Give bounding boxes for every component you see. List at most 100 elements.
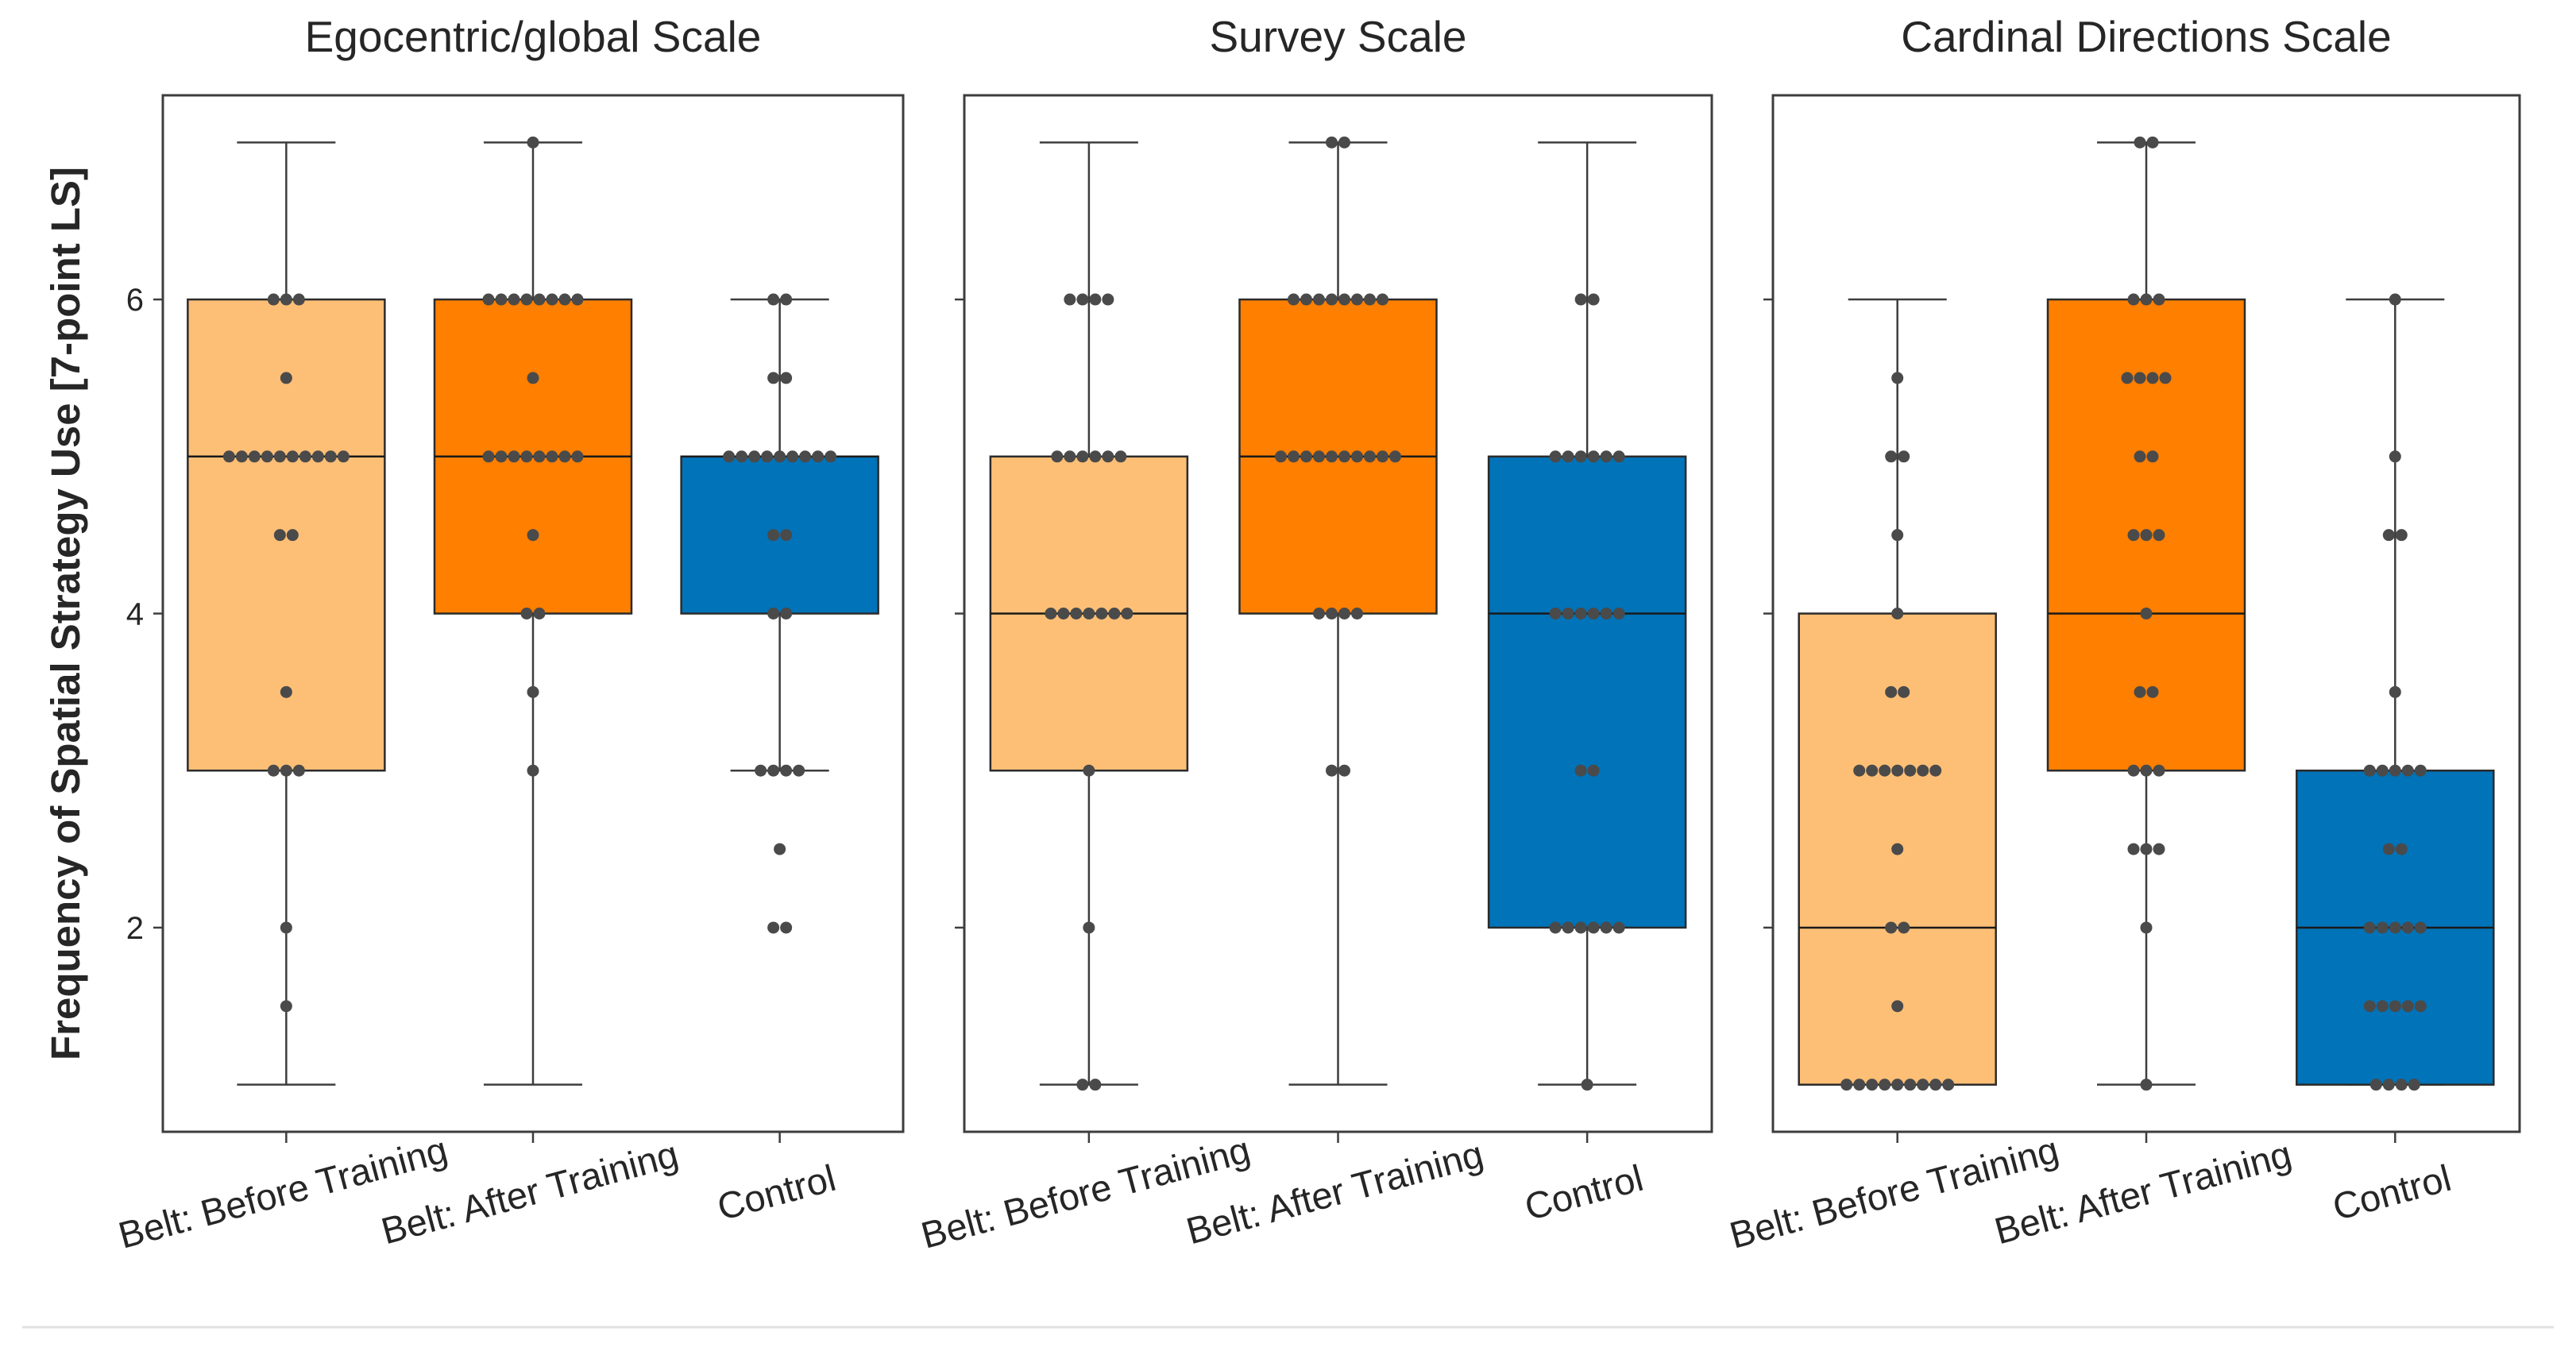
- data-point: [1300, 450, 1312, 463]
- data-point: [767, 529, 780, 542]
- data-point: [280, 372, 292, 384]
- data-point: [1898, 685, 1910, 698]
- data-point: [1917, 1079, 1929, 1091]
- data-point: [1377, 293, 1388, 306]
- data-point: [1364, 293, 1376, 306]
- y-axis-label: Frequency of Spatial Strategy Use [7-poi…: [43, 167, 88, 1060]
- data-point: [1562, 921, 1574, 934]
- data-point: [780, 293, 793, 306]
- data-point: [1114, 450, 1127, 463]
- data-point: [1574, 450, 1587, 463]
- data-point: [1549, 608, 1562, 620]
- data-point: [767, 921, 780, 934]
- data-point: [324, 450, 337, 463]
- data-point: [527, 685, 539, 698]
- data-point: [2408, 1079, 2420, 1091]
- data-point: [1898, 450, 1910, 463]
- data-point: [2140, 764, 2153, 777]
- data-point: [1064, 293, 1076, 306]
- data-point: [2376, 1000, 2389, 1013]
- data-point: [482, 293, 495, 306]
- data-point: [533, 450, 546, 463]
- data-point: [767, 608, 780, 620]
- data-point: [2140, 1079, 2153, 1091]
- data-point: [1076, 450, 1089, 463]
- data-point: [1070, 608, 1083, 620]
- data-point: [520, 293, 533, 306]
- data-point: [780, 529, 793, 542]
- data-point: [748, 450, 761, 463]
- data-point: [736, 450, 748, 463]
- data-point: [546, 450, 558, 463]
- data-point: [1377, 450, 1388, 463]
- data-point: [2382, 843, 2395, 855]
- data-point: [2146, 685, 2159, 698]
- data-point: [1313, 608, 1325, 620]
- data-point: [1083, 921, 1095, 934]
- data-point: [2389, 921, 2401, 934]
- data-point: [1089, 1079, 1102, 1091]
- data-point: [1300, 293, 1312, 306]
- data-point: [1885, 450, 1898, 463]
- data-point: [1898, 921, 1910, 934]
- data-point: [280, 293, 292, 306]
- data-point: [2140, 529, 2153, 542]
- data-point: [1121, 608, 1134, 620]
- box-group: [680, 293, 879, 934]
- data-point: [755, 764, 767, 777]
- data-point: [1338, 608, 1350, 620]
- data-point: [1288, 450, 1300, 463]
- data-point: [2382, 1079, 2395, 1091]
- data-point: [799, 450, 812, 463]
- data-point: [2159, 372, 2172, 384]
- data-point: [2414, 1000, 2427, 1013]
- data-point: [1051, 450, 1064, 463]
- data-point: [571, 450, 584, 463]
- data-point: [2389, 764, 2401, 777]
- data-point: [780, 921, 793, 934]
- data-point: [1057, 608, 1070, 620]
- data-point: [1326, 136, 1338, 149]
- data-point: [2153, 529, 2165, 542]
- data-point: [1549, 450, 1562, 463]
- data-point: [1581, 1079, 1593, 1091]
- data-point: [527, 764, 539, 777]
- data-point: [767, 372, 780, 384]
- data-point: [767, 764, 780, 777]
- data-point: [812, 450, 825, 463]
- data-point: [1600, 608, 1612, 620]
- data-point: [2121, 372, 2134, 384]
- data-point: [286, 450, 299, 463]
- data-point: [1562, 450, 1574, 463]
- data-point: [286, 529, 299, 542]
- data-point: [2140, 843, 2153, 855]
- box-group: [2046, 136, 2246, 1091]
- data-point: [774, 450, 786, 463]
- data-point: [1587, 764, 1600, 777]
- y-tick-label: 2: [126, 911, 144, 946]
- data-point: [1891, 529, 1904, 542]
- data-point: [1095, 608, 1108, 620]
- box-group: [989, 141, 1189, 1091]
- box-group: [1798, 298, 1997, 1091]
- data-point: [1351, 450, 1363, 463]
- data-point: [533, 293, 546, 306]
- data-point: [780, 608, 793, 620]
- data-point: [1574, 764, 1587, 777]
- data-point: [1083, 764, 1095, 777]
- data-point: [235, 450, 248, 463]
- data-point: [780, 764, 793, 777]
- data-point: [786, 450, 799, 463]
- plot-frame: [161, 94, 905, 1133]
- data-point: [1587, 450, 1600, 463]
- data-point: [1600, 450, 1612, 463]
- data-point: [1891, 1000, 1904, 1013]
- data-point: [1351, 608, 1363, 620]
- data-point: [2414, 764, 2427, 777]
- data-point: [1562, 608, 1574, 620]
- data-point: [1574, 293, 1587, 306]
- data-point: [267, 293, 280, 306]
- data-point: [1942, 1079, 1955, 1091]
- data-point: [571, 293, 584, 306]
